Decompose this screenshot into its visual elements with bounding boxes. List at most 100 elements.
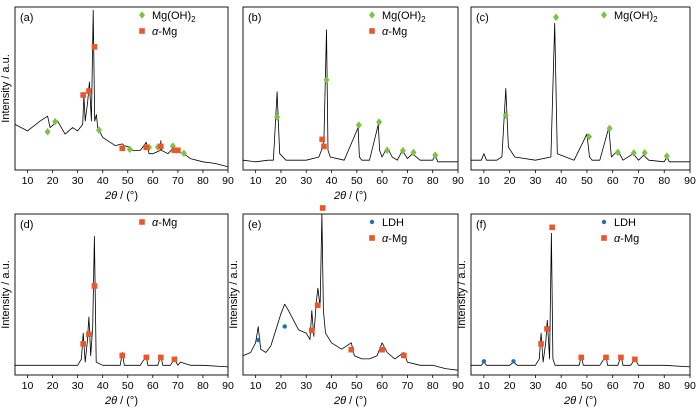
legend-label: α-Mg [152, 26, 177, 38]
peak-marker-mg [348, 346, 355, 353]
x-tick-label: 70 [172, 175, 184, 187]
peak-marker-ldh [481, 359, 487, 364]
legend-marker [369, 11, 375, 19]
x-tick-label: 20 [275, 380, 287, 392]
xrd-spectrum-line [471, 232, 691, 368]
peak-marker-mg [86, 88, 92, 94]
peak-marker-mgoh2 [376, 118, 383, 126]
x-tick-label: 50 [351, 380, 363, 392]
peak-marker-mgoh2 [384, 146, 391, 155]
peak-marker-mg [86, 331, 92, 338]
legend-label: α-Mg [152, 217, 177, 229]
x-tick-label: 30 [530, 175, 542, 187]
legend-label: α-Mg [382, 26, 407, 38]
legend-marker [139, 11, 145, 19]
peak-marker-mgoh2 [399, 146, 406, 155]
peak-marker-mgoh2 [586, 132, 593, 141]
peak-marker-mg [171, 356, 178, 363]
plot-frame [470, 213, 691, 376]
x-tick-label: 90 [222, 380, 234, 392]
peak-marker-mg [119, 145, 126, 152]
peak-marker-mgoh2 [410, 148, 417, 157]
peak-marker-mgoh2 [641, 149, 648, 157]
x-tick-label: 70 [402, 175, 414, 187]
y-axis-label: Intensity / a.u. [0, 54, 12, 122]
peak-marker-mg [578, 354, 585, 361]
x-tick-label: 30 [300, 175, 312, 187]
x-tick-label: 50 [122, 175, 134, 187]
x-tick-label: 50 [581, 175, 593, 187]
legend-label: Mg(OH)2 [614, 10, 658, 24]
x-tick-label: 70 [172, 380, 184, 392]
x-tick-label: 30 [72, 175, 84, 187]
xrd-spectrum-line [242, 29, 458, 163]
panel-label: (d) [20, 219, 33, 231]
x-tick-label: 40 [555, 175, 567, 187]
peak-marker-mgoh2 [663, 152, 670, 160]
peak-marker-mg [603, 354, 609, 361]
x-tick-label: 60 [607, 380, 619, 392]
x-tick-label: 50 [351, 175, 363, 187]
peak-marker-mg [171, 147, 178, 154]
legend-label: α-Mg [614, 233, 639, 245]
peak-marker-mg [91, 283, 98, 289]
xrd-spectrum-line [471, 22, 690, 163]
x-tick-label: 90 [684, 175, 696, 187]
peak-marker-mg [143, 354, 150, 361]
peak-marker-mg [319, 136, 325, 143]
x-tick-label: 80 [658, 175, 670, 187]
peak-marker-mgoh2 [553, 13, 560, 22]
x-tick-label: 10 [478, 380, 490, 392]
x-axis-label: 2θ / (°) [333, 190, 367, 202]
x-tick-label: 20 [47, 175, 59, 187]
peak-marker-mgoh2 [606, 124, 613, 133]
peak-marker-mgoh2 [630, 149, 637, 157]
legend-marker [369, 219, 375, 225]
peak-marker-mg [632, 356, 638, 363]
xrd-spectrum-line [14, 9, 229, 168]
peak-marker-mg [175, 147, 181, 154]
x-tick-label: 60 [376, 380, 388, 392]
legend-label: LDH [382, 217, 404, 229]
x-tick-label: 10 [478, 175, 490, 187]
peak-marker-mg [119, 352, 126, 359]
xrd-spectrum-line [242, 213, 459, 371]
peak-marker-mgoh2 [52, 117, 59, 126]
peak-marker-mgoh2 [274, 113, 281, 121]
peak-marker-mg [401, 352, 407, 359]
x-tick-label: 40 [326, 380, 338, 392]
x-tick-label: 20 [275, 175, 287, 187]
peak-marker-mg [158, 354, 164, 361]
x-tick-label: 50 [122, 380, 134, 392]
plot-frame [470, 6, 691, 171]
x-tick-label: 80 [658, 380, 670, 392]
peak-marker-mgoh2 [126, 145, 133, 154]
x-tick-label: 90 [452, 175, 464, 187]
peak-marker-mg [549, 224, 555, 231]
legend-marker [139, 28, 145, 34]
x-tick-label: 70 [633, 380, 645, 392]
peak-marker-mgoh2 [355, 121, 362, 129]
legend-label: LDH [614, 217, 636, 229]
legend-marker [601, 219, 607, 225]
panel-label: (e) [248, 219, 261, 231]
x-tick-label: 50 [581, 380, 593, 392]
panel-f: 10 20 30 40 50 60 70 80 90 2θ / (°) Intensity / a.… [456, 213, 696, 407]
legend-label: α-Mg [382, 233, 407, 245]
x-tick-label: 60 [147, 380, 159, 392]
legend-marker [369, 235, 375, 241]
peak-marker-mg [143, 144, 150, 151]
plot-frame [242, 6, 459, 171]
panel-c: 10 20 30 40 50 60 70 80 90 (c) Mg(OH)2 [470, 6, 696, 187]
peak-marker-mgoh2 [614, 148, 621, 157]
panel-e: 10 20 30 40 50 60 70 80 90 2θ / (°) Intensity / a.… [228, 205, 464, 407]
panel-label: (a) [20, 12, 33, 24]
x-axis-label: 2θ / (°) [563, 395, 597, 407]
panel-b: 10 20 30 40 50 60 70 80 90 2θ / (°) (b) Mg(OH)2 α-Mg [242, 6, 464, 202]
x-tick-label: 60 [376, 175, 388, 187]
xrd-spectrum-line [15, 236, 229, 368]
x-tick-label: 80 [427, 380, 439, 392]
peak-marker-mgoh2 [432, 151, 439, 159]
x-tick-label: 40 [97, 175, 109, 187]
